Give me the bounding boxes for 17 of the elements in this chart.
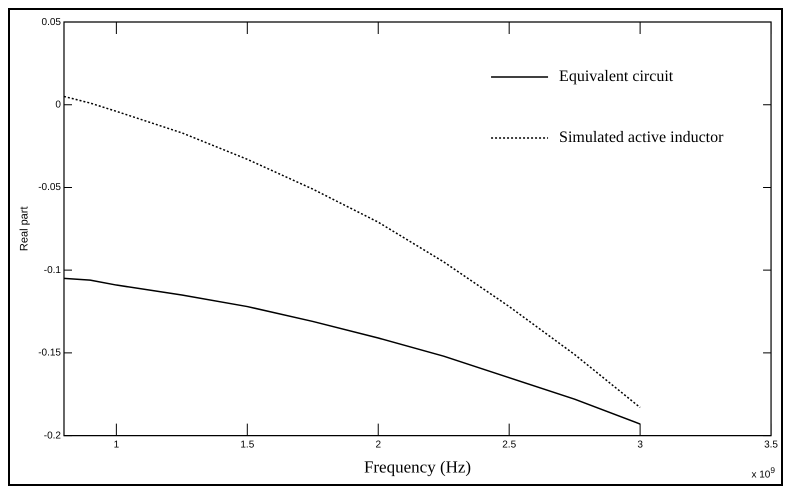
y-tick-label: -0.05 — [38, 182, 62, 194]
x-tick-label: 1 — [114, 439, 120, 450]
x-tick-label: 2 — [375, 439, 382, 450]
x-axis-title: Frequency (Hz) — [364, 457, 472, 476]
text: x 10$^{9}$ — [751, 464, 775, 480]
y-tick-label: -0.15 — [38, 348, 62, 359]
y-tick-label: -0.2 — [44, 430, 62, 442]
x-tick-label: 3 — [637, 439, 644, 450]
y-tick-label: -0.1 — [44, 264, 62, 276]
x-tick-label: 1.5 — [240, 439, 255, 450]
y-tick-label: 0 — [55, 99, 62, 110]
x-tick-label: 3.5 — [764, 439, 778, 450]
y-axis-title: Real part — [18, 206, 31, 252]
legend-label: Simulated active inductor — [559, 129, 724, 146]
x-tick-label: 2.5 — [502, 439, 517, 450]
legend-label: Equivalent circuit — [559, 68, 674, 86]
y-tick-label: 0.05 — [42, 16, 62, 28]
